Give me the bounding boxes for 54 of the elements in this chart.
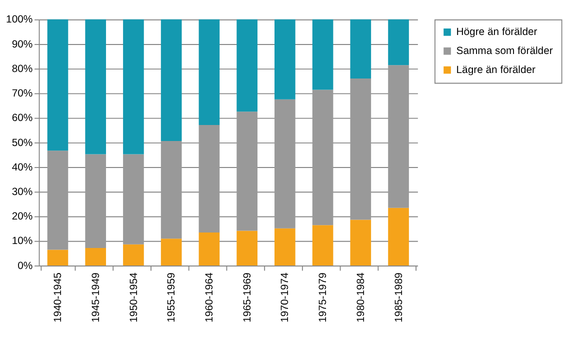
x-tick-label: 1985-1989	[394, 272, 405, 322]
bar	[160, 238, 182, 266]
x-tick-label: 1980-1984	[356, 272, 367, 322]
bar	[123, 19, 144, 154]
bar	[85, 154, 106, 248]
legend-label: Lägre än förälder	[456, 64, 536, 76]
bar	[274, 19, 296, 100]
y-tick-label: 20%	[12, 212, 33, 223]
bar	[236, 19, 258, 112]
bar	[388, 65, 409, 208]
bar	[350, 78, 372, 220]
bar	[160, 140, 182, 239]
x-tick-label: 1950-1954	[128, 272, 140, 322]
bar	[85, 248, 106, 266]
bar	[312, 225, 334, 266]
x-tick-label: 1975-1979	[318, 272, 330, 322]
x-tick-label: 1965-1969	[242, 272, 254, 322]
y-tick-label: 70%	[12, 88, 33, 100]
y-tick-label: 90%	[12, 39, 33, 50]
bar	[388, 19, 409, 66]
y-tick-label: 30%	[12, 186, 33, 198]
bar	[274, 228, 296, 266]
legend-label: Samma som förälder	[456, 46, 554, 57]
bar	[47, 250, 68, 266]
bar	[312, 90, 334, 226]
y-tick-label: 10%	[12, 236, 33, 248]
bar	[198, 19, 220, 125]
bar	[47, 19, 68, 151]
x-tick-label: 1970-1974	[280, 272, 292, 322]
x-tick-label: 1940-1945	[53, 272, 64, 322]
bar	[388, 208, 409, 266]
bar	[236, 230, 258, 266]
bar	[160, 19, 182, 141]
y-tick-label: 0%	[18, 260, 33, 272]
x-tick-label: 1955-1959	[166, 272, 178, 322]
x-tick-label: 1960-1964	[204, 272, 216, 322]
x-tick-label: 1945-1949	[90, 272, 102, 322]
bar	[312, 19, 334, 90]
y-tick-label: 50%	[12, 138, 33, 149]
y-tick-label: 60%	[12, 113, 33, 124]
bar	[198, 124, 220, 233]
bar	[236, 112, 258, 231]
y-tick-label: 40%	[12, 162, 33, 174]
y-tick-label: 80%	[12, 64, 33, 75]
bar	[123, 244, 144, 266]
bar	[123, 154, 144, 244]
bar	[85, 19, 106, 154]
bar	[350, 19, 372, 78]
bar	[274, 99, 296, 228]
y-tick-label: 100%	[6, 14, 33, 26]
bar	[198, 232, 220, 266]
bar	[47, 150, 68, 250]
bar	[350, 220, 372, 266]
legend-label: Högre än förälder	[456, 27, 538, 38]
